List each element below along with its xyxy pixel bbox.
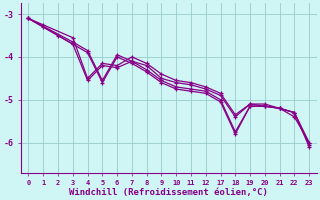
X-axis label: Windchill (Refroidissement éolien,°C): Windchill (Refroidissement éolien,°C) <box>69 188 268 197</box>
